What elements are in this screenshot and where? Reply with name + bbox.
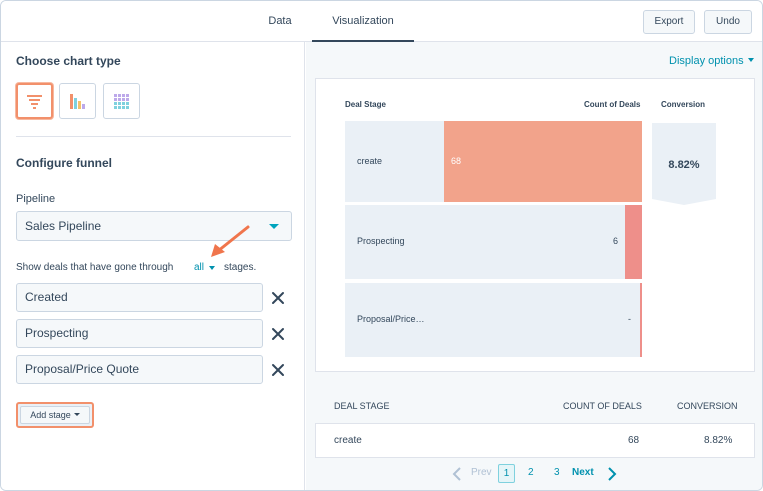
chevron-left-icon xyxy=(452,467,461,481)
caret-down-icon xyxy=(73,413,80,416)
add-stage-label: Add stage xyxy=(30,410,71,420)
close-icon[interactable] xyxy=(270,362,286,378)
tab-data[interactable]: Data xyxy=(268,15,292,27)
choose-chart-type-heading: Choose chart type xyxy=(16,54,121,68)
configure-funnel-heading: Configure funnel xyxy=(16,156,112,170)
funnel-chart-button[interactable] xyxy=(16,83,53,119)
caret-down-icon xyxy=(209,266,215,270)
table-cell: 68 xyxy=(628,435,640,446)
table-header-deal-stage: DEAL STAGE xyxy=(334,401,390,411)
deal-stage-header: Deal Stage xyxy=(345,100,386,109)
export-button[interactable]: Export xyxy=(643,10,695,34)
funnel-stage-label: Prospecting xyxy=(357,236,405,246)
stage-value: Created xyxy=(25,290,68,304)
bar-chart-button[interactable] xyxy=(59,83,96,119)
conversion-value: 8.82% xyxy=(668,159,700,171)
pipeline-select[interactable]: Sales Pipeline xyxy=(16,211,292,241)
close-icon[interactable] xyxy=(270,290,286,306)
page-3-button[interactable]: 3 xyxy=(554,467,560,478)
annotation-arrow-icon xyxy=(211,225,250,257)
heatmap-chart-icon xyxy=(114,94,129,109)
stages-text: stages. xyxy=(224,262,257,273)
table-header-count: COUNT OF DEALS xyxy=(563,401,642,411)
tab-visualization[interactable]: Visualization xyxy=(312,1,414,43)
stage-field-proposal[interactable]: Proposal/Price Quote xyxy=(16,355,263,384)
funnel-bar[interactable] xyxy=(625,205,642,279)
caret-down-icon xyxy=(269,224,279,229)
stage-value: Prospecting xyxy=(25,326,89,340)
stage-field-prospecting[interactable]: Prospecting xyxy=(16,319,263,348)
funnel-row xyxy=(345,283,642,357)
chevron-right-icon[interactable] xyxy=(607,467,617,481)
funnel-stage-label: Proposal/Price… xyxy=(357,314,425,324)
top-bar: Data Visualization Export Undo xyxy=(1,1,762,43)
pipeline-value: Sales Pipeline xyxy=(25,219,102,233)
next-page-button[interactable]: Next xyxy=(572,467,594,478)
funnel-bar-value: 68 xyxy=(451,155,462,166)
table-cell: create xyxy=(334,435,362,446)
funnel-bar[interactable] xyxy=(444,121,642,202)
add-stage-label-wrap: Add stage xyxy=(20,406,90,424)
page-2-button[interactable]: 2 xyxy=(528,467,534,478)
funnel-row xyxy=(345,205,642,279)
all-stages-dropdown[interactable]: all xyxy=(194,262,205,273)
conversion-header: Conversion xyxy=(661,100,706,109)
pipeline-label: Pipeline xyxy=(16,193,56,205)
table-cell: 8.82% xyxy=(704,435,733,446)
prev-page-button[interactable]: Prev xyxy=(471,467,492,478)
section-divider xyxy=(16,136,291,137)
show-deals-text: Show deals that have gone through xyxy=(16,262,174,273)
undo-button[interactable]: Undo xyxy=(704,10,752,34)
table-header-row xyxy=(315,390,755,424)
funnel-bar[interactable] xyxy=(640,283,642,357)
stage-field-created[interactable]: Created xyxy=(16,283,263,312)
funnel-chart-icon xyxy=(27,95,42,109)
heatmap-chart-button[interactable] xyxy=(103,83,140,119)
bar-chart-icon xyxy=(70,94,85,109)
count-of-deals-header: Count of Deals xyxy=(584,100,641,109)
stage-value: Proposal/Price Quote xyxy=(25,362,140,376)
add-stage-button[interactable]: Add stage xyxy=(16,402,94,428)
funnel-bar-value: - xyxy=(628,314,631,324)
funnel-bar-value: 6 xyxy=(613,236,619,246)
page-1-button[interactable]: 1 xyxy=(498,464,515,483)
close-icon[interactable] xyxy=(270,326,286,342)
funnel-stage-label: create xyxy=(357,155,383,166)
table-header-conversion: CONVERSION xyxy=(677,401,738,411)
display-options-dropdown[interactable]: Display options xyxy=(669,55,754,67)
caret-down-icon xyxy=(747,58,754,62)
conversion-chevron xyxy=(652,123,716,205)
display-options-label: Display options xyxy=(669,55,744,67)
